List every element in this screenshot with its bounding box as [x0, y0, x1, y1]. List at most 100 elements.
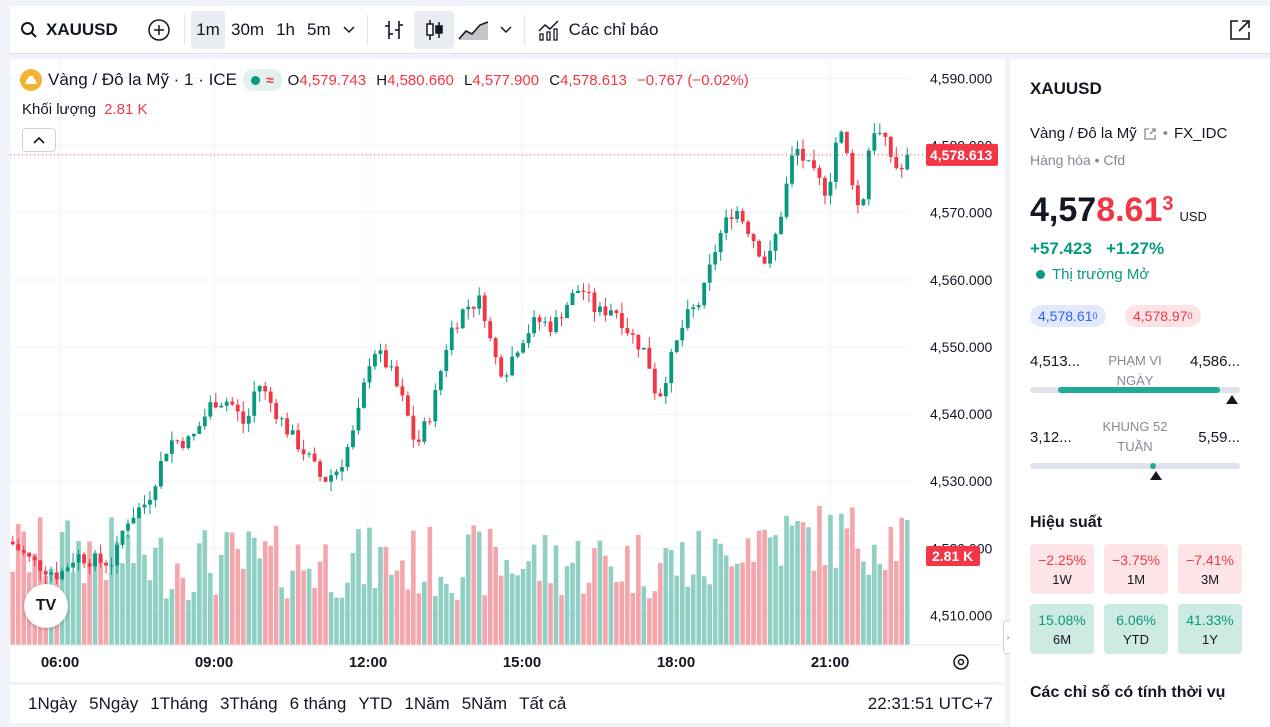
range-5d-button[interactable]: 5Ngày [89, 694, 139, 713]
area-style-button[interactable] [454, 11, 494, 49]
performance-cell-3m[interactable]: −7.41% 3M [1178, 544, 1242, 594]
volume-bar [652, 591, 658, 645]
candle-body [307, 453, 312, 455]
side-symbol[interactable]: XAUUSD [1030, 79, 1102, 98]
x-tick-label: 06:00 [41, 654, 79, 671]
y-tick-label: 4,570.000 [930, 205, 992, 221]
interval-1m-button[interactable]: 1m [191, 10, 225, 49]
performance-cell-1m[interactable]: −3.75% 1M [1104, 544, 1168, 594]
volume-bar [334, 597, 339, 645]
range-1y-button[interactable]: 1Năm [404, 694, 450, 713]
volume-bar [581, 593, 586, 645]
volume-bar [597, 540, 603, 645]
symbol-search-button[interactable]: XAUUSD [10, 11, 140, 49]
settings-gear-icon[interactable] [953, 654, 969, 670]
interval-30m-button[interactable]: 30m [231, 19, 265, 39]
seasonals-title[interactable]: Các chỉ số có tính thời vụ [1030, 684, 1226, 701]
candle-body [449, 327, 454, 350]
candle-body [510, 356, 515, 376]
interval-1h-button[interactable]: 1h [276, 19, 295, 39]
volume-value: 2.81 K [104, 101, 148, 118]
tradingview-logo[interactable]: TV [24, 584, 68, 628]
side-exchange[interactable]: FX_IDC [1173, 125, 1228, 142]
volume-bar [773, 535, 778, 645]
chart-pane[interactable]: 4,590.0004,580.0004,570.0004,560.0004,55… [10, 59, 1005, 682]
candle-body [779, 216, 783, 235]
open-new-window-button[interactable] [1222, 11, 1258, 49]
candle-body [658, 393, 663, 397]
candle-body [883, 132, 888, 137]
external-link-icon[interactable] [1143, 127, 1157, 141]
volume-bar [839, 513, 844, 645]
collapse-legend-button[interactable] [22, 128, 56, 152]
volume-bar [712, 538, 718, 645]
range-1d-button[interactable]: 1Ngày [28, 694, 78, 713]
performance-cell-ytd[interactable]: 6.06% YTD [1104, 604, 1168, 654]
volume-bar [147, 580, 153, 645]
volume-bar [372, 588, 378, 645]
volume-bar [103, 580, 109, 645]
range-ytd-button[interactable]: YTD [358, 694, 393, 713]
week52-range-fill [1150, 463, 1156, 469]
range-1m-button[interactable]: 1Tháng [150, 694, 208, 713]
legend-title[interactable]: Vàng / Đô la Mỹ · 1 · ICE [48, 70, 237, 89]
candle-body [493, 338, 498, 358]
candle-body [521, 343, 526, 353]
volume-bar [92, 552, 98, 645]
performance-cell-1w[interactable]: −2.25% 1W [1030, 544, 1094, 594]
volume-bar [76, 541, 81, 645]
volume-bar [240, 568, 246, 645]
candle-body [318, 461, 322, 477]
y-tick-label: 4,590.000 [930, 70, 992, 86]
compare-add-button[interactable] [140, 11, 178, 49]
volume-bar [465, 534, 471, 645]
interval-5m-button[interactable]: 5m [307, 19, 331, 39]
volume-bar [740, 562, 745, 645]
ohlc-values: O4,579.743 H4,580.660 L4,577.900 C4,578.… [287, 71, 749, 89]
candle-body [405, 395, 410, 416]
performance-title[interactable]: Hiệu suất [1030, 514, 1103, 531]
volume-bar [427, 526, 433, 645]
performance-value: 15.08% [1038, 611, 1086, 628]
market-status-pill[interactable]: ≈ [242, 69, 282, 91]
range-3m-button[interactable]: 3Tháng [219, 694, 278, 713]
candle-style-button[interactable] [413, 10, 454, 49]
symbol-label: XAUUSD [46, 19, 118, 39]
candle-body [394, 366, 399, 387]
y-tick-label: 4,560.000 [930, 272, 992, 288]
price-chart[interactable]: 4,590.0004,580.0004,570.0004,560.0004,55… [10, 59, 1005, 682]
candle-body [82, 554, 87, 564]
candle-body [696, 305, 701, 308]
performance-cell-6m[interactable]: 15.08% 6M [1030, 604, 1094, 654]
candle-body [636, 334, 641, 350]
candle-body [120, 530, 125, 545]
candle-body [340, 467, 344, 472]
volume-bar [323, 544, 328, 645]
volume-bar [87, 541, 92, 645]
volume-label[interactable]: Khối lượng [22, 101, 97, 118]
candle-body [598, 306, 602, 313]
performance-cell-1y[interactable]: 41.33% 1Y [1178, 604, 1242, 654]
indicators-button[interactable]: Các chỉ báo [531, 11, 665, 49]
candle-body [641, 347, 646, 350]
side-description-text[interactable]: Vàng / Đô la Mỹ [1030, 125, 1137, 142]
volume-bar [180, 577, 186, 645]
volume-bar [21, 531, 27, 645]
interval-dropdown-button[interactable] [337, 11, 361, 49]
candle-body [329, 475, 333, 482]
market-status[interactable]: Thị trường Mở [1036, 266, 1149, 283]
y-tick-label: 4,510.000 [930, 607, 992, 623]
volume-bar [630, 592, 636, 645]
volume-bar [685, 586, 691, 645]
candle-body [54, 572, 59, 580]
candle-body [60, 571, 65, 580]
range-6m-button[interactable]: 6 tháng [289, 694, 347, 713]
timezone-clock[interactable]: 22:31:51 UTC+7 [867, 694, 993, 713]
performance-value: 41.33% [1186, 611, 1234, 628]
range-all-button[interactable]: Tất cả [519, 694, 567, 713]
volume-bar [449, 593, 455, 645]
chart-type-dropdown-button[interactable] [494, 11, 518, 49]
candle-body [548, 321, 553, 333]
bar-style-button[interactable] [374, 11, 414, 49]
range-5y-button[interactable]: 5Năm [461, 694, 508, 713]
